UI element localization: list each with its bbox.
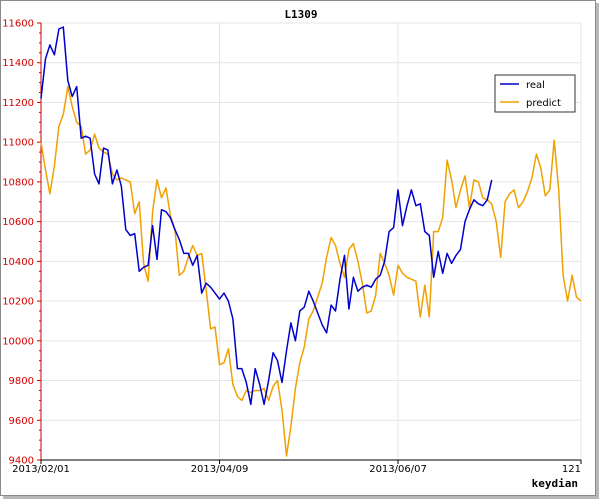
- y-tick-label: 11200: [2, 98, 34, 109]
- legend-label-predict: predict: [526, 98, 561, 109]
- y-tick-label: 10200: [2, 297, 34, 308]
- y-tick-label: 9600: [9, 416, 34, 427]
- y-tick-label: 9800: [9, 376, 34, 387]
- legend: real predict: [494, 74, 576, 113]
- y-tick-label: 10600: [2, 217, 34, 228]
- legend-label-real: real: [526, 80, 545, 91]
- y-tick-label: 10400: [2, 257, 34, 268]
- y-axis: 9400 9600 9800 10000 10200 10400 10600 10800 110…: [2, 19, 42, 467]
- y-tick-label: 11400: [2, 58, 34, 69]
- y-tick-label: 10000: [2, 336, 34, 347]
- y-tick-label: 10800: [2, 177, 34, 188]
- series-lines: [40, 26, 582, 457]
- y-tick-label: 9400: [9, 456, 34, 467]
- y-tick-label: 11000: [2, 138, 34, 149]
- corner-label: keydian: [532, 477, 578, 490]
- y-tick-label: 11600: [2, 19, 34, 30]
- x-tick-label: 2013/04/09: [191, 464, 249, 475]
- series-line-predict: [40, 85, 582, 457]
- x-tick-label: 2013/06/07: [369, 464, 427, 475]
- line-chart: 9400 9600 9800 10000 10200 10400 10600 10800 110…: [2, 8, 582, 490]
- legend-box: [494, 74, 576, 113]
- x-tick-label: 121: [562, 464, 581, 475]
- chart-title: L1309: [284, 8, 317, 21]
- x-axis: 2013/02/01 2013/04/09 2013/06/07 121: [12, 459, 582, 475]
- x-tick-label: 2013/02/01: [12, 464, 70, 475]
- series-line-real: [40, 26, 493, 406]
